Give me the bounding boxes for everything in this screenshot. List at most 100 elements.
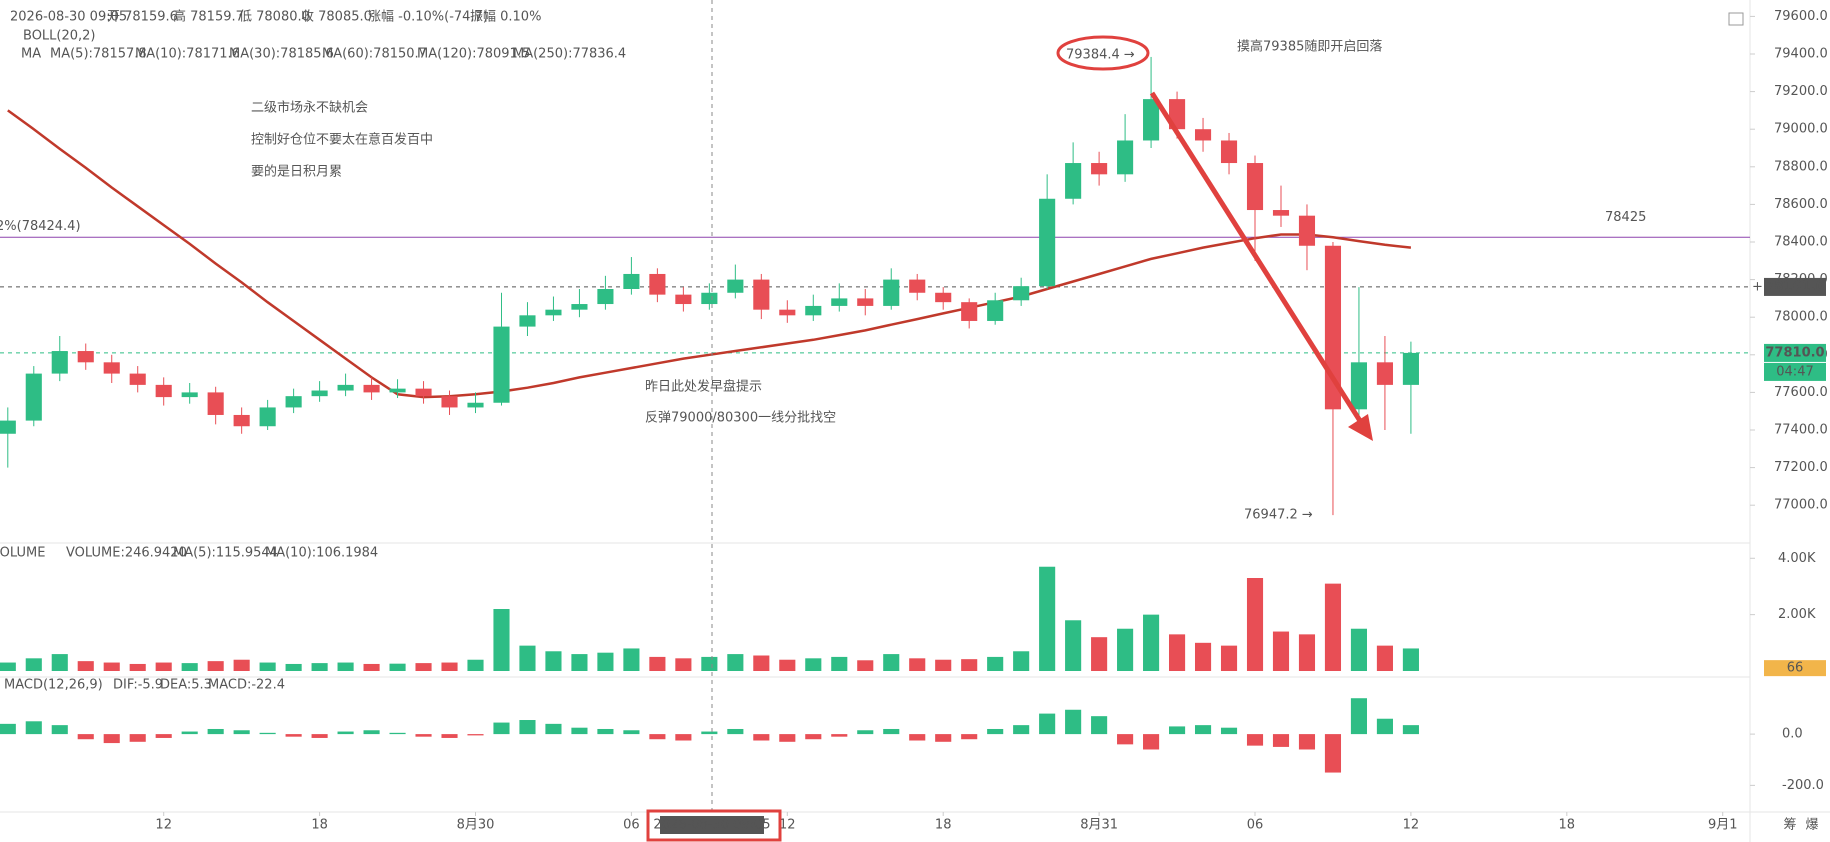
volume-bar [259,662,276,671]
macd-bar [935,734,952,742]
macd-bar [259,732,276,735]
legend-text: 振幅 0.10% [470,10,541,25]
candle-body [727,279,744,293]
volume-bar [623,648,640,671]
candle-body [129,373,146,385]
y-tick-label: 78800.0 [1774,159,1828,174]
y-tick-label: 77600.0 [1774,385,1828,400]
volume-bar [389,663,406,671]
macd-bar [1298,734,1316,750]
volume-bar [129,663,146,671]
legend-text: MACD(12,26,9) [4,678,103,693]
highlight-circle [1056,35,1150,71]
candle-body [155,384,172,398]
candle-body [1402,352,1419,385]
volume-bar [701,656,718,671]
y-tick-label: 77200.0 [1774,460,1828,475]
candle-body [935,292,952,303]
candle-body [1194,129,1212,141]
candle-body [25,373,42,421]
candle-body [545,309,562,316]
price-tag [1764,277,1826,296]
candle-body [0,420,16,434]
macd-bar [389,732,406,735]
volume-bar [233,659,250,671]
volume-bar [467,659,484,671]
candle-body [1272,210,1290,216]
macd-bar [467,734,484,736]
macd-bar [0,723,16,735]
candle-body [909,279,926,293]
candle-body [233,414,250,427]
volume-bar [753,655,770,671]
volume-bar [77,661,94,671]
macd-bar [415,734,432,737]
x-tick-label: 18 [1559,818,1576,833]
legend-text: MA [21,47,41,62]
candle-body [311,390,328,397]
crosshair-label: 2026-08-30 09:05 [653,818,770,833]
legend-text: MA(5):115.9544 [173,546,278,561]
x-tick-label: 18 [311,818,328,833]
macd-bar [285,734,302,737]
legend-text: 涨幅 -0.10%(-74.7) [368,10,488,25]
macd-bar [337,731,354,735]
macd-bar [779,734,796,742]
volume-bar [337,662,354,671]
y-tick-label: 77000.0 [1774,498,1828,513]
candle-body [519,315,536,327]
y-tick-label: 79400.0 [1774,47,1828,62]
candle-body [831,298,848,306]
macd-bar [1013,725,1030,735]
macd-bar [1324,734,1342,773]
candle-body [1350,362,1368,410]
volume-bar [51,654,68,671]
y-tick-label: 78600.0 [1774,197,1828,212]
annotation: 摸高79385随即开启回落 [1237,39,1382,55]
candle-body [1117,140,1134,175]
indicator-label: BOLL(20,2) [23,29,96,44]
macd-bar [1194,725,1212,735]
high-marker: 79384.4 → [1066,48,1135,63]
candle-body [467,402,484,408]
legend-text: VOLUME [0,546,45,561]
macd-bar [675,734,692,741]
macd-bar [805,734,822,740]
volume-bar [285,663,302,671]
macd-bar [1220,727,1238,735]
fullscreen-icon[interactable] [1728,12,1744,26]
macd-bar [623,730,640,735]
macd-bar [77,734,94,740]
legend-text: MA(30):78185.6 [229,47,334,62]
ma-line [7,109,1412,399]
macd-bar [51,725,68,735]
macd-bar [441,734,458,738]
legend-text: DIF:-5.9 [113,678,163,693]
corner-icon[interactable]: 筹 [1783,817,1796,833]
legend-text: MA(120):78091.5 [417,47,530,62]
candle-body [987,300,1004,321]
annotation: 反弹79000/80300一线分批找空 [645,411,836,426]
candle-body [779,309,796,316]
y-tick-label: 77400.0 [1774,423,1828,438]
volume-bar [1065,620,1082,671]
volume-bar [1013,651,1030,671]
macd-bar [493,722,510,735]
y-tick-label: -200.0 [1782,778,1824,793]
volume-bar [1194,642,1212,671]
corner-icon[interactable]: 爆 [1805,818,1818,833]
annotation: 控制好仓位不要太在意百发百中 [251,132,433,148]
volume-bar [1324,583,1342,671]
volume-bar [597,652,614,671]
macd-bar [883,728,900,735]
candle-body [701,292,718,305]
volume-bar [0,662,16,671]
volume-bar [103,662,120,671]
candle-body [597,289,614,305]
candle-body [1246,163,1264,211]
candle-body [337,384,354,391]
candle-body [857,298,874,306]
y-tick-label: 0.0 [1782,727,1803,742]
candle-body [1091,163,1108,175]
